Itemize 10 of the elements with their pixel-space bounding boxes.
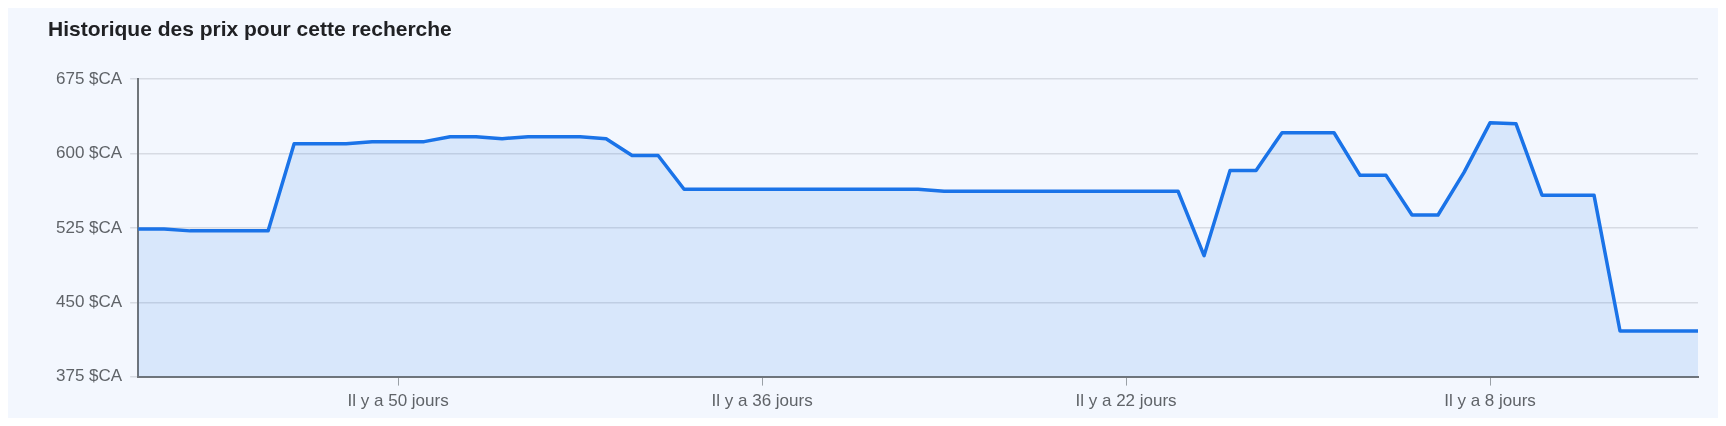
x-tick-label: Il y a 22 jours [1075, 391, 1177, 411]
y-tick-label: 600 $CA [55, 143, 123, 163]
y-tick-label: 675 $CA [55, 68, 123, 88]
y-tick-label: 375 $CA [55, 366, 123, 386]
chart-title: Historique des prix pour cette recherche [48, 17, 452, 41]
y-tick-label: 450 $CA [55, 291, 123, 311]
x-tick-label: Il y a 8 jours [1444, 391, 1536, 411]
x-tick-label: Il y a 50 jours [347, 391, 449, 411]
x-tick-label: Il y a 36 jours [711, 391, 813, 411]
y-tick-label: 525 $CA [55, 217, 123, 237]
